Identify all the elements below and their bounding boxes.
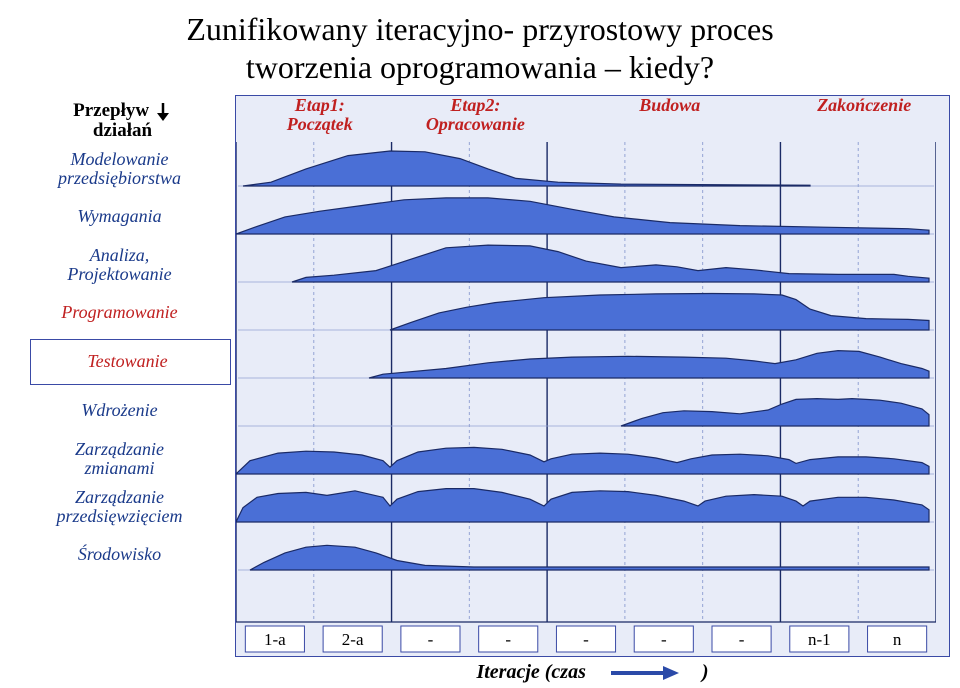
left-column: Przepływ działań Modelowanieprzedsiębior… xyxy=(10,95,235,581)
effort-shape-programming xyxy=(390,293,929,330)
effort-shape-project_mgmt xyxy=(236,488,929,521)
arrow-down-icon xyxy=(154,101,172,121)
phase-1: Etap2:Opracowanie xyxy=(398,96,554,134)
phase-3: Zakończenie xyxy=(786,96,942,115)
svg-text:-: - xyxy=(583,630,589,649)
effort-shape-analysis xyxy=(292,245,929,282)
workflow-label-programming: Programowanie xyxy=(10,291,235,335)
footer-label: Iteracje (czas ) xyxy=(235,661,950,684)
svg-text:-: - xyxy=(505,630,511,649)
svg-text:-: - xyxy=(739,630,745,649)
title-line-2: tworzenia oprogramowania – kiedy? xyxy=(10,48,950,86)
svg-text:-: - xyxy=(428,630,434,649)
svg-text:n-1: n-1 xyxy=(808,630,831,649)
left-header-l2: działań xyxy=(93,120,152,141)
left-header-l1: Przepływ xyxy=(73,100,149,121)
workflow-label-project_mgmt: Zarządzanieprzedsięwzięciem xyxy=(10,485,235,529)
effort-shape-testing xyxy=(369,350,929,377)
effort-shape-change_mgmt xyxy=(236,447,929,474)
svg-text:n: n xyxy=(893,630,902,649)
phase-0: Etap1:Początek xyxy=(242,96,398,134)
svg-text:2-a: 2-a xyxy=(342,630,364,649)
workflow-label-testing: Testowanie xyxy=(30,339,231,385)
effort-shape-deployment xyxy=(621,398,929,425)
workflow-label-requirements: Wymagania xyxy=(10,195,235,239)
svg-text:1-a: 1-a xyxy=(264,630,286,649)
workflow-label-modeling: Modelowanieprzedsiębiorstwa xyxy=(10,147,235,191)
workflow-label-deployment: Wdrożenie xyxy=(10,389,235,433)
svg-text:-: - xyxy=(661,630,667,649)
workflow-label-environment: Środowisko xyxy=(10,533,235,577)
effort-shape-environment xyxy=(250,545,929,570)
workflow-label-analysis: Analiza,Projektowanie xyxy=(10,243,235,287)
chart-area: Etap1:PoczątekEtap2:OpracowanieBudowaZak… xyxy=(235,95,950,657)
workflow-label-change_mgmt: Zarządzaniezmianami xyxy=(10,437,235,481)
title-line-1: Zunifikowany iteracyjno- przyrostowy pro… xyxy=(10,10,950,48)
phase-2: Budowa xyxy=(553,96,786,115)
effort-shape-requirements xyxy=(236,198,929,234)
arrow-right-icon xyxy=(609,665,679,681)
effort-shape-modeling xyxy=(243,151,810,186)
